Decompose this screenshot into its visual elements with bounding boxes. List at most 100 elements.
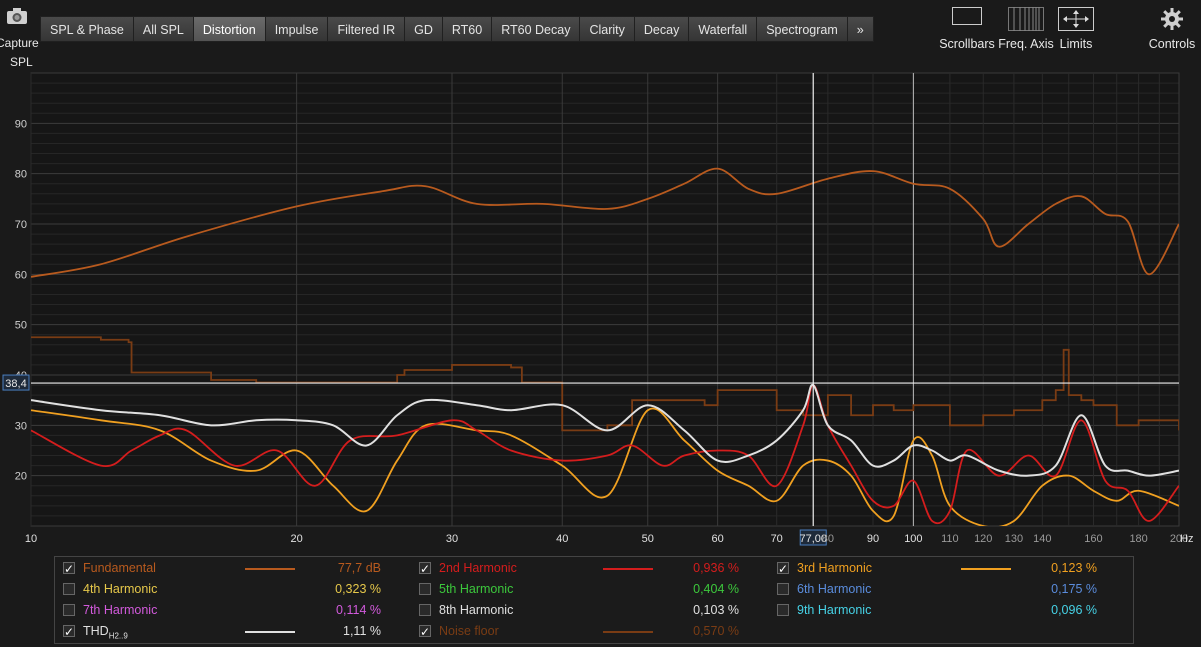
controls-button[interactable]: Controls [1144, 0, 1200, 56]
legend-item-8th-harmonic: 8th Harmonic 0,103 % [55, 600, 1133, 621]
y-tick-label: 90 [15, 118, 27, 130]
cursor-y-readout: 38,4 [5, 378, 26, 390]
legend-name: Fundamental [83, 561, 156, 575]
tab-spl-phase[interactable]: SPL & Phase [40, 16, 133, 42]
tab-more[interactable]: » [846, 16, 874, 42]
legend-value-thd: 1,11 % [343, 624, 381, 638]
x-tick-label: 160 [1084, 533, 1102, 545]
legend-line-swatch [245, 631, 295, 633]
tab-all-spl[interactable]: All SPL [132, 16, 193, 42]
legend-item-2nd-harmonic: 2nd Harmonic 0,936 % [55, 558, 1133, 580]
legend-item-noise-floor: Noise floor 0,570 % [55, 621, 1133, 643]
checkbox-2nd-harmonic[interactable] [419, 559, 431, 580]
y-tick-label: 60 [15, 269, 27, 281]
tab-waterfall[interactable]: Waterfall [688, 16, 757, 42]
checkbox-7th-harmonic[interactable] [63, 604, 75, 616]
freq-axis-button[interactable]: Freq. Axis [996, 0, 1056, 56]
legend-line-swatch [961, 568, 1011, 570]
checkbox-4th-harmonic[interactable] [63, 583, 75, 595]
x-tick-label: 80 [822, 533, 834, 545]
y-tick-label: 30 [15, 420, 27, 432]
x-unit-label: Hz [1180, 533, 1193, 545]
y-tick-label: 80 [15, 169, 27, 181]
legend-name: 2nd Harmonic [439, 561, 517, 575]
controls-label: Controls [1148, 37, 1196, 51]
legend-line-swatch [603, 568, 653, 570]
x-tick-label: 70 [771, 533, 783, 545]
checkbox-noise-floor[interactable] [419, 622, 431, 643]
tab-decay[interactable]: Decay [633, 16, 689, 42]
legend-value-2nd-harmonic: 0,936 % [693, 561, 739, 575]
graph-tabs: SPL & Phase All SPL Distortion Impulse Filte… [40, 16, 874, 42]
legend-label-8th-harmonic: 8th Harmonic [439, 600, 513, 621]
tab-rt60-decay[interactable]: RT60 Decay [491, 16, 580, 42]
x-tick-label: 100 [904, 533, 922, 545]
tab-gd[interactable]: GD [404, 16, 442, 42]
capture-button[interactable]: Capture [0, 0, 39, 70]
x-tick-label: 40 [556, 533, 568, 545]
legend-item-fundamental: Fundamental 77,7 dB [55, 558, 1133, 580]
legend-item-thd: THDH2..9 1,11 % [55, 621, 1133, 643]
x-tick-label: 90 [867, 533, 879, 545]
series-thd [31, 384, 1179, 477]
tab-clarity[interactable]: Clarity [579, 16, 634, 42]
distortion-graph[interactable]: 203040506070809038,477,00102030405060708… [0, 70, 1201, 550]
legend-value-noise-floor: 0,570 % [693, 624, 739, 638]
legend-line-swatch [603, 631, 653, 633]
checkbox-6th-harmonic[interactable] [777, 583, 789, 595]
x-tick-label: 120 [974, 533, 992, 545]
legend-label-4th-harmonic: 4th Harmonic [83, 579, 157, 600]
legend-subscript: H2..9 [108, 631, 128, 641]
legend-label-fundamental: Fundamental [83, 558, 156, 579]
legend-value-7th-harmonic: 0,114 % [336, 603, 381, 617]
scrollbars-icon [952, 7, 982, 25]
tab-rt60[interactable]: RT60 [441, 16, 492, 42]
legend-name: 6th Harmonic [797, 582, 872, 596]
cursor-x-readout: 77,00 [799, 533, 827, 545]
tab-filtered-ir[interactable]: Filtered IR [327, 16, 405, 42]
y-tick-label: 50 [15, 320, 27, 332]
legend-name: 4th Harmonic [83, 582, 158, 596]
checkbox-3rd-harmonic[interactable] [777, 559, 789, 580]
series-fundamental [31, 167, 1179, 278]
x-tick-label: 200 [1170, 533, 1188, 545]
limits-icon [1058, 7, 1094, 31]
checkbox-thd[interactable] [63, 622, 75, 643]
legend-item-4th-harmonic: 4th Harmonic 0,323 % [55, 579, 1133, 600]
legend-label-5th-harmonic: 5th Harmonic [439, 579, 513, 600]
checkbox-9th-harmonic[interactable] [777, 604, 789, 616]
checkbox-8th-harmonic[interactable] [419, 604, 431, 616]
y-axis-label: SPL [10, 55, 33, 69]
legend-name: 5th Harmonic [439, 582, 514, 596]
x-tick-label: 30 [446, 533, 458, 545]
legend-value-3rd-harmonic: 0,123 % [1051, 561, 1097, 575]
series-3rd-harmonic [31, 407, 1179, 526]
legend-label-9th-harmonic: 9th Harmonic [797, 600, 871, 621]
legend-label-thd: THDH2..9 [83, 621, 128, 647]
scrollbars-button[interactable]: Scrollbars [934, 0, 1000, 56]
limits-button[interactable]: Limits [1052, 0, 1100, 56]
tab-spectrogram[interactable]: Spectrogram [756, 16, 847, 42]
gear-icon [1161, 8, 1183, 30]
cursor-x-readout-box [799, 529, 827, 546]
x-tick-label: 50 [642, 533, 654, 545]
legend-item-3rd-harmonic: 3rd Harmonic 0,123 % [55, 558, 1133, 580]
legend-value-6th-harmonic: 0,175 % [1051, 582, 1097, 596]
x-tick-label: 180 [1129, 533, 1147, 545]
camera-icon [7, 8, 27, 24]
tab-impulse[interactable]: Impulse [264, 16, 328, 42]
x-tick-label: 10 [25, 533, 37, 545]
freq-axis-label: Freq. Axis [998, 37, 1054, 51]
legend-value-4th-harmonic: 0,323 % [335, 582, 381, 596]
checkbox-5th-harmonic[interactable] [419, 583, 431, 595]
legend-item-7th-harmonic: 7th Harmonic 0,114 % [55, 600, 1133, 621]
x-tick-label: 20 [290, 533, 302, 545]
tab-distortion[interactable]: Distortion [192, 16, 265, 42]
checkbox-fundamental[interactable] [63, 559, 75, 580]
legend-label-3rd-harmonic: 3rd Harmonic [797, 558, 872, 579]
y-tick-label: 70 [15, 219, 27, 231]
legend-value-9th-harmonic: 0,096 % [1051, 603, 1097, 617]
plot-background [30, 72, 1180, 527]
capture-label: Capture [0, 36, 39, 50]
